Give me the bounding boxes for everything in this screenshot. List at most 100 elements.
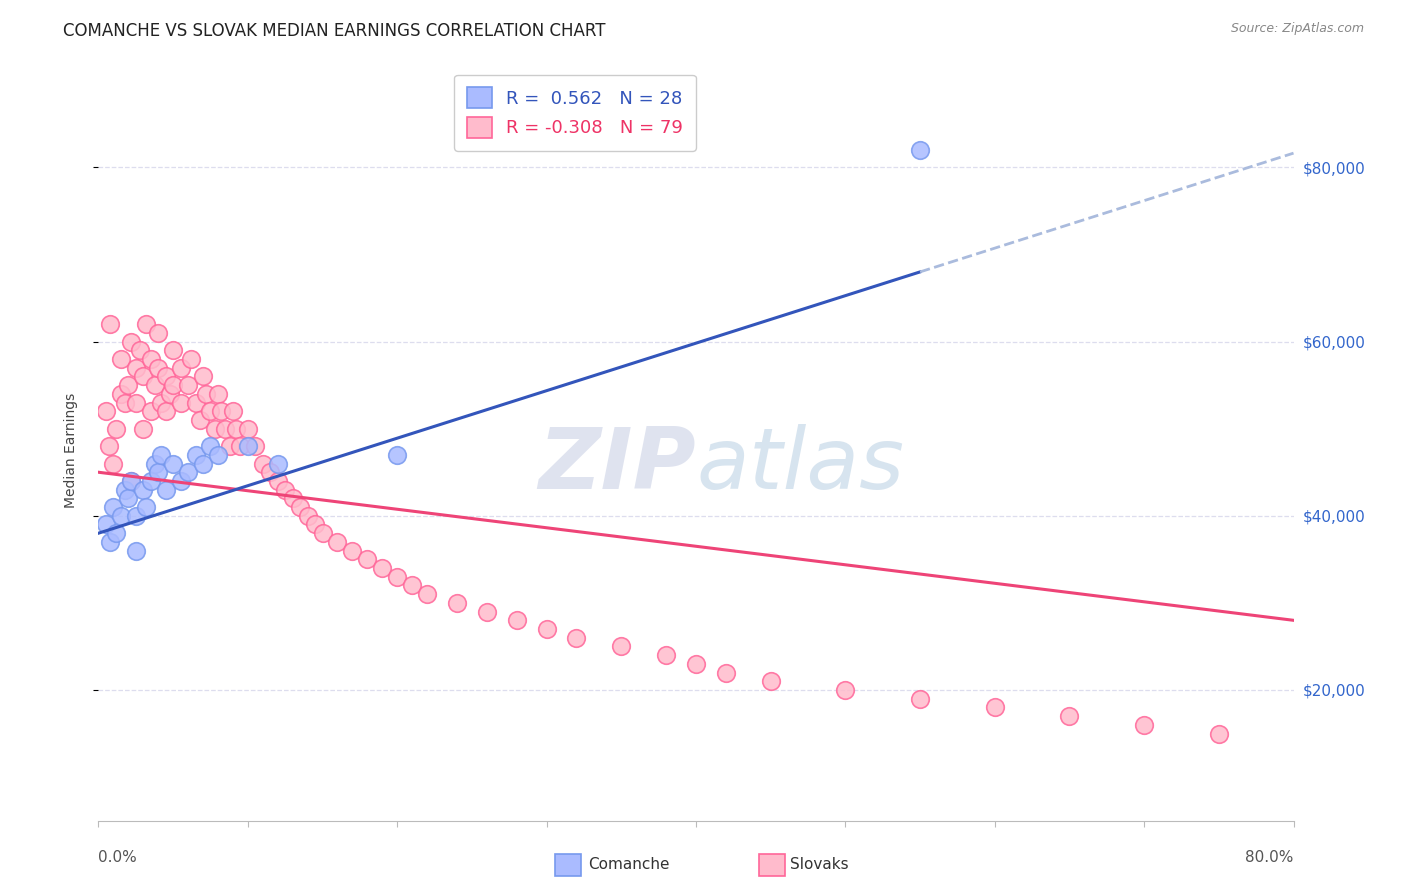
Point <box>125 360 148 375</box>
Point <box>184 448 207 462</box>
Text: Comanche: Comanche <box>588 857 669 872</box>
Point <box>184 395 207 409</box>
Point <box>188 413 211 427</box>
Point <box>288 500 311 514</box>
Point <box>191 457 214 471</box>
Point <box>117 378 139 392</box>
Point <box>311 526 333 541</box>
Text: 80.0%: 80.0% <box>1246 850 1294 865</box>
Point <box>129 343 152 358</box>
Point <box>714 665 737 680</box>
Point <box>446 596 468 610</box>
Point <box>371 561 394 575</box>
Point <box>143 457 166 471</box>
Text: ZIP: ZIP <box>538 424 696 507</box>
Point <box>110 351 132 366</box>
Point <box>267 457 290 471</box>
Point <box>1208 726 1230 740</box>
Point <box>105 422 128 436</box>
Point <box>356 552 378 566</box>
Point <box>155 369 177 384</box>
Point <box>120 334 142 349</box>
Point <box>148 465 170 479</box>
Text: Slovaks: Slovaks <box>790 857 849 872</box>
Point <box>150 448 173 462</box>
Point <box>169 395 191 409</box>
Y-axis label: Median Earnings: Median Earnings <box>63 392 77 508</box>
Point <box>110 508 132 523</box>
Point <box>162 457 184 471</box>
Point <box>120 474 142 488</box>
Point <box>385 448 409 462</box>
Point <box>565 631 588 645</box>
Point <box>908 143 931 157</box>
Point <box>94 404 117 418</box>
Point <box>180 351 202 366</box>
Point <box>259 465 281 479</box>
Point <box>98 317 122 331</box>
Point <box>169 474 191 488</box>
Point <box>281 491 304 506</box>
Point <box>267 474 290 488</box>
Point <box>125 508 148 523</box>
Point <box>342 543 364 558</box>
Point <box>97 439 120 453</box>
Text: atlas: atlas <box>696 424 904 507</box>
Point <box>132 483 155 497</box>
Point <box>759 674 782 689</box>
Point <box>195 387 218 401</box>
Point <box>416 587 439 601</box>
Point <box>200 439 222 453</box>
Point <box>94 517 117 532</box>
Point <box>139 351 162 366</box>
Point <box>245 439 267 453</box>
Point <box>148 360 170 375</box>
Point <box>177 465 200 479</box>
Legend: R =  0.562   N = 28, R = -0.308   N = 79: R = 0.562 N = 28, R = -0.308 N = 79 <box>454 75 696 151</box>
Point <box>655 648 678 662</box>
Point <box>209 404 232 418</box>
Point <box>155 483 177 497</box>
Point <box>401 578 423 592</box>
Point <box>135 317 157 331</box>
Point <box>326 535 349 549</box>
Point <box>191 369 214 384</box>
Point <box>177 378 200 392</box>
Point <box>252 457 274 471</box>
Text: COMANCHE VS SLOVAK MEDIAN EARNINGS CORRELATION CHART: COMANCHE VS SLOVAK MEDIAN EARNINGS CORRE… <box>63 22 606 40</box>
Point <box>155 404 177 418</box>
Point <box>304 517 326 532</box>
Point <box>219 439 242 453</box>
Point <box>103 500 125 514</box>
Text: Source: ZipAtlas.com: Source: ZipAtlas.com <box>1230 22 1364 36</box>
Point <box>132 422 155 436</box>
Point <box>229 439 252 453</box>
Point <box>236 422 259 436</box>
Point <box>169 360 191 375</box>
Point <box>274 483 297 497</box>
Point <box>536 622 558 636</box>
Point <box>162 343 184 358</box>
Point <box>125 543 148 558</box>
Point <box>114 483 136 497</box>
Point <box>236 439 259 453</box>
Point <box>125 395 148 409</box>
Point <box>103 457 125 471</box>
Point <box>114 395 136 409</box>
Point <box>207 387 229 401</box>
Point <box>204 422 226 436</box>
Point <box>139 404 162 418</box>
Point <box>222 404 245 418</box>
Point <box>135 500 157 514</box>
Point <box>475 605 498 619</box>
Point <box>139 474 162 488</box>
Point <box>297 508 319 523</box>
Point <box>143 378 166 392</box>
Point <box>132 369 155 384</box>
Point <box>105 526 128 541</box>
Point <box>98 535 122 549</box>
Point <box>117 491 139 506</box>
Point <box>685 657 707 671</box>
Point <box>214 422 236 436</box>
Point <box>506 613 529 627</box>
